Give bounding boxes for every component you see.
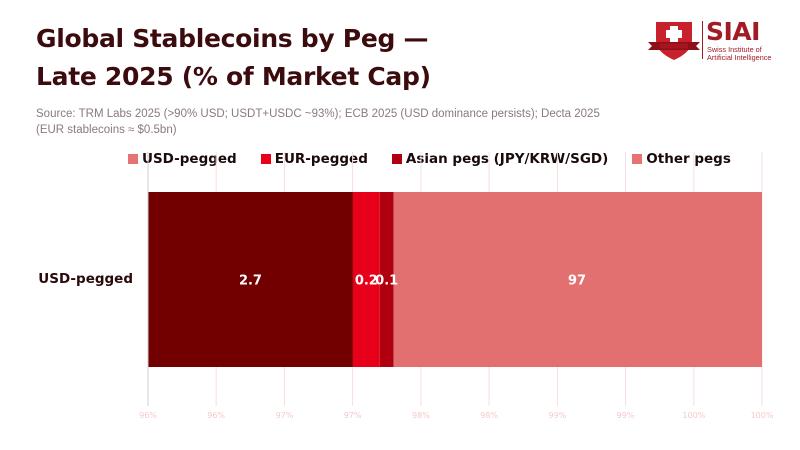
title-line-1: Global Stablecoins by Peg —: [36, 24, 429, 53]
segment-value-label: 2.7: [239, 274, 262, 289]
x-tick-label: 97%: [276, 411, 294, 420]
x-tick-label: 96%: [139, 411, 157, 420]
segment-value-label: 0.2: [355, 274, 378, 289]
logo-subtitle-line-1: Swiss Institute of: [707, 45, 762, 54]
legend-swatch-asian: [391, 154, 402, 164]
page-title: Global Stablecoins by Peg — Late 2025 (%…: [36, 20, 596, 96]
x-axis-ticks: 96% 96% 97% 97% 98% 98% 99% 99% 100% 100%: [139, 411, 774, 420]
bar-segment: [379, 192, 394, 367]
logo-wordmark: SIAI: [706, 17, 760, 46]
title-line-2: Late 2025 (% of Market Cap): [36, 62, 431, 91]
legend-item-other[interactable]: Other pegs: [632, 151, 731, 167]
segment-value-label: 0.1: [375, 274, 398, 289]
siai-logo: SIAI Swiss Institute of Artificial Intel…: [646, 17, 772, 62]
legend-swatch-other: [632, 154, 643, 164]
bar-segment: [352, 192, 380, 367]
logo-divider: [702, 21, 703, 59]
source-line-2: (EUR stablecoins ≈ $0.5bn): [36, 124, 177, 136]
category-label: USD-pegged: [38, 271, 133, 287]
logo-subtitle: Swiss Institute of Artificial Intelligen…: [707, 46, 777, 62]
bar-segments: [148, 192, 762, 367]
x-tick-label: 98%: [412, 411, 430, 420]
source-note: Source: TRM Labs 2025 (>90% USD; USDT+US…: [36, 106, 636, 138]
source-line-1: Source: TRM Labs 2025 (>90% USD; USDT+US…: [36, 108, 600, 120]
swiss-shield-icon: [648, 22, 700, 60]
logo-subtitle-line-2: Artificial Intelligence: [707, 53, 772, 62]
x-tick-label: 100%: [751, 411, 774, 420]
legend-swatch-eur: [260, 154, 271, 164]
x-tick-label: 100%: [682, 411, 705, 420]
legend-swatch-usd: [128, 154, 138, 164]
segment-value-label: 97: [568, 274, 586, 289]
bar-segment: [393, 192, 762, 367]
legend-item-usd[interactable]: USD-pegged: [128, 151, 237, 167]
x-tick-label: 98%: [480, 411, 498, 420]
x-tick-label: 99%: [617, 411, 635, 420]
x-tick-label: 99%: [548, 411, 566, 420]
legend-item-eur[interactable]: EUR-pegged: [260, 151, 368, 167]
legend-label: Other pegs: [646, 151, 731, 167]
legend-label: USD-pegged: [142, 151, 237, 167]
segment-labels: 2.7 0.20.1 97: [239, 274, 586, 289]
x-tick-label: 96%: [207, 411, 225, 420]
x-tick-label: 97%: [344, 411, 362, 420]
bar-segment: [148, 192, 353, 367]
legend-label: EUR-pegged: [274, 151, 368, 167]
